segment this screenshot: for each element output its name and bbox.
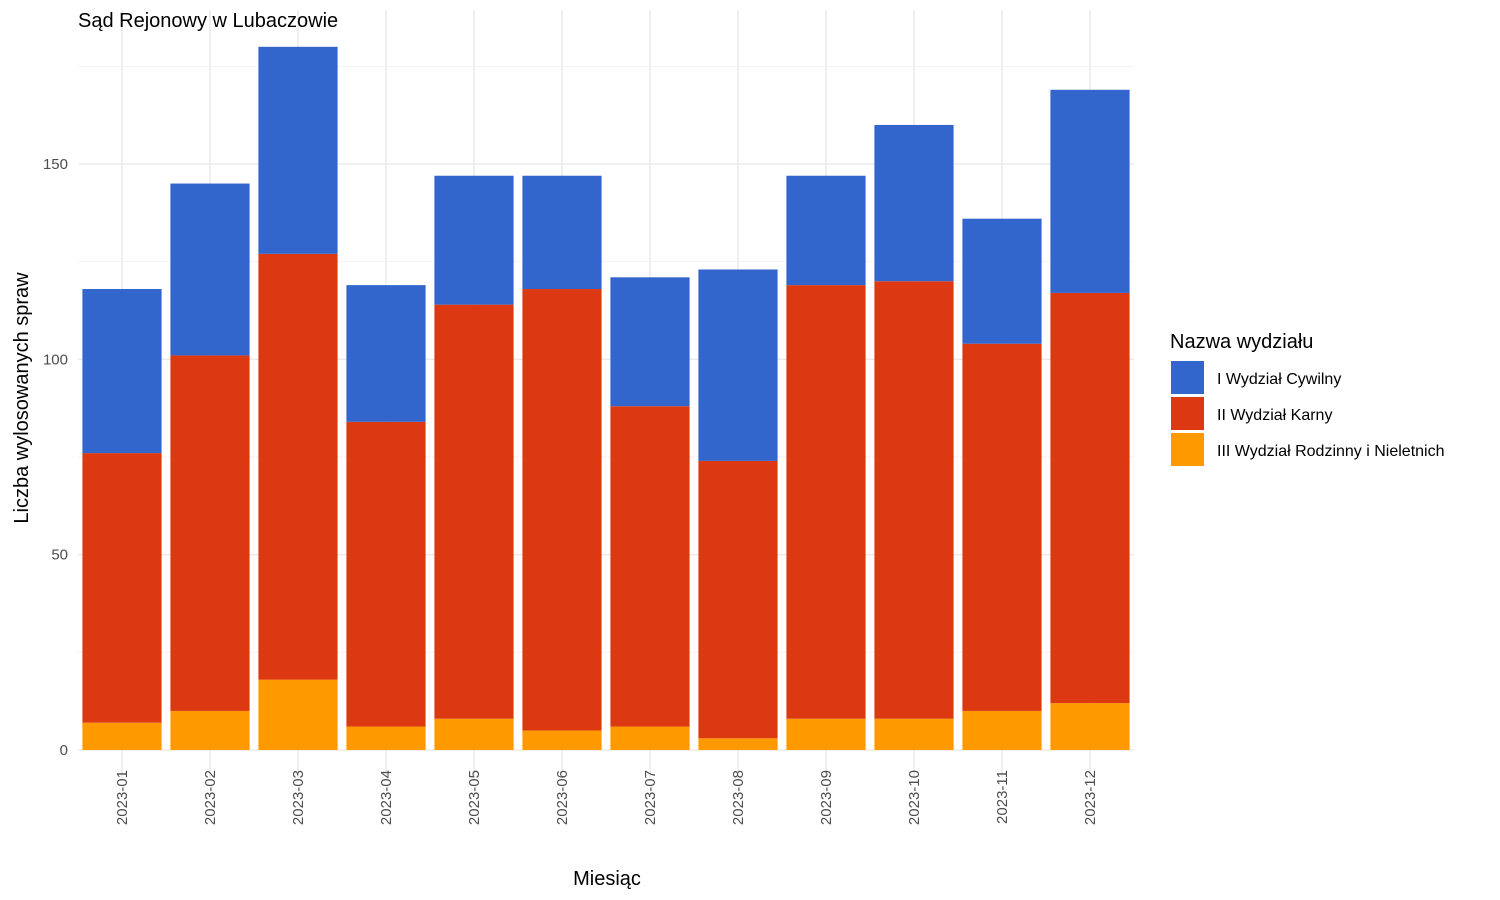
legend-label: III Wydział Rodzinny i Nieletnich — [1217, 443, 1445, 460]
legend-swatch — [1171, 361, 1204, 394]
bar-segment — [962, 218, 1042, 344]
y-tick-label: 50 — [51, 547, 68, 564]
bar-segment — [786, 175, 866, 286]
bar-segment — [610, 406, 690, 727]
bar-segment — [698, 269, 778, 461]
bar-segment — [698, 738, 778, 750]
x-axis-title: Miesiąc — [573, 868, 641, 890]
x-tick-label: 2023-03 — [290, 770, 307, 825]
bar-segment — [610, 726, 690, 750]
bar-segment — [962, 710, 1042, 750]
y-axis-title: Liczba wylosowanych spraw — [11, 272, 33, 524]
x-tick-label: 2023-09 — [818, 770, 835, 825]
bar-segment — [82, 722, 162, 750]
bar-segment — [786, 718, 866, 750]
bar-segment — [434, 304, 514, 719]
x-tick-label: 2023-11 — [994, 770, 1011, 824]
x-axis-ticks: 2023-01 2023-02 2023-03 2023-04 2023-05 2023-… — [114, 770, 1099, 825]
bar-segment — [698, 460, 778, 739]
bar-segment — [1050, 89, 1130, 293]
y-axis-ticks: 0 50 100 150 — [43, 156, 68, 759]
bar-segment — [434, 718, 514, 750]
legend: Nazwa wydziału I Wydział Cywilny II Wydzi… — [1170, 331, 1445, 466]
bar-segment — [170, 710, 250, 750]
bar-segment — [874, 281, 954, 719]
bar-segment — [522, 289, 602, 731]
legend-title: Nazwa wydziału — [1170, 331, 1313, 353]
bar-segment — [610, 277, 690, 407]
bar-segment — [1050, 292, 1130, 704]
bar-segment — [962, 343, 1042, 711]
y-tick-label: 0 — [60, 742, 68, 759]
chart-title: Sąd Rejonowy w Lubaczowie — [78, 10, 338, 32]
bar-segment — [258, 253, 338, 680]
x-tick-label: 2023-10 — [906, 770, 923, 825]
x-tick-label: 2023-04 — [378, 770, 395, 825]
legend-label: I Wydział Cywilny — [1217, 371, 1341, 388]
bar-segment — [170, 183, 250, 356]
bar-segment — [1050, 703, 1130, 750]
y-tick-label: 150 — [43, 156, 68, 173]
bar-segment — [874, 124, 954, 282]
x-tick-label: 2023-06 — [554, 770, 571, 825]
bar-segment — [346, 285, 426, 422]
x-tick-label: 2023-07 — [642, 770, 659, 825]
bar-segment — [258, 679, 338, 750]
legend-swatch — [1171, 433, 1204, 466]
bar-segment — [258, 46, 338, 254]
y-tick-label: 100 — [43, 351, 68, 368]
x-tick-label: 2023-05 — [466, 770, 483, 825]
bar-segment — [170, 355, 250, 711]
bar-segment — [82, 289, 162, 454]
legend-swatch — [1171, 397, 1204, 430]
bar-segment — [874, 718, 954, 750]
bar-segment — [434, 175, 514, 305]
x-tick-label: 2023-08 — [730, 770, 747, 825]
bar-segment — [522, 175, 602, 290]
bar-segment — [786, 285, 866, 719]
x-tick-label: 2023-02 — [202, 770, 219, 825]
bar-segment — [346, 726, 426, 750]
x-tick-label: 2023-01 — [114, 770, 131, 825]
bar-segment — [82, 453, 162, 723]
bar-segment — [522, 730, 602, 750]
legend-label: II Wydział Karny — [1217, 407, 1332, 424]
bar-segment — [346, 421, 426, 727]
x-tick-label: 2023-12 — [1082, 770, 1099, 825]
bars — [82, 46, 1130, 750]
